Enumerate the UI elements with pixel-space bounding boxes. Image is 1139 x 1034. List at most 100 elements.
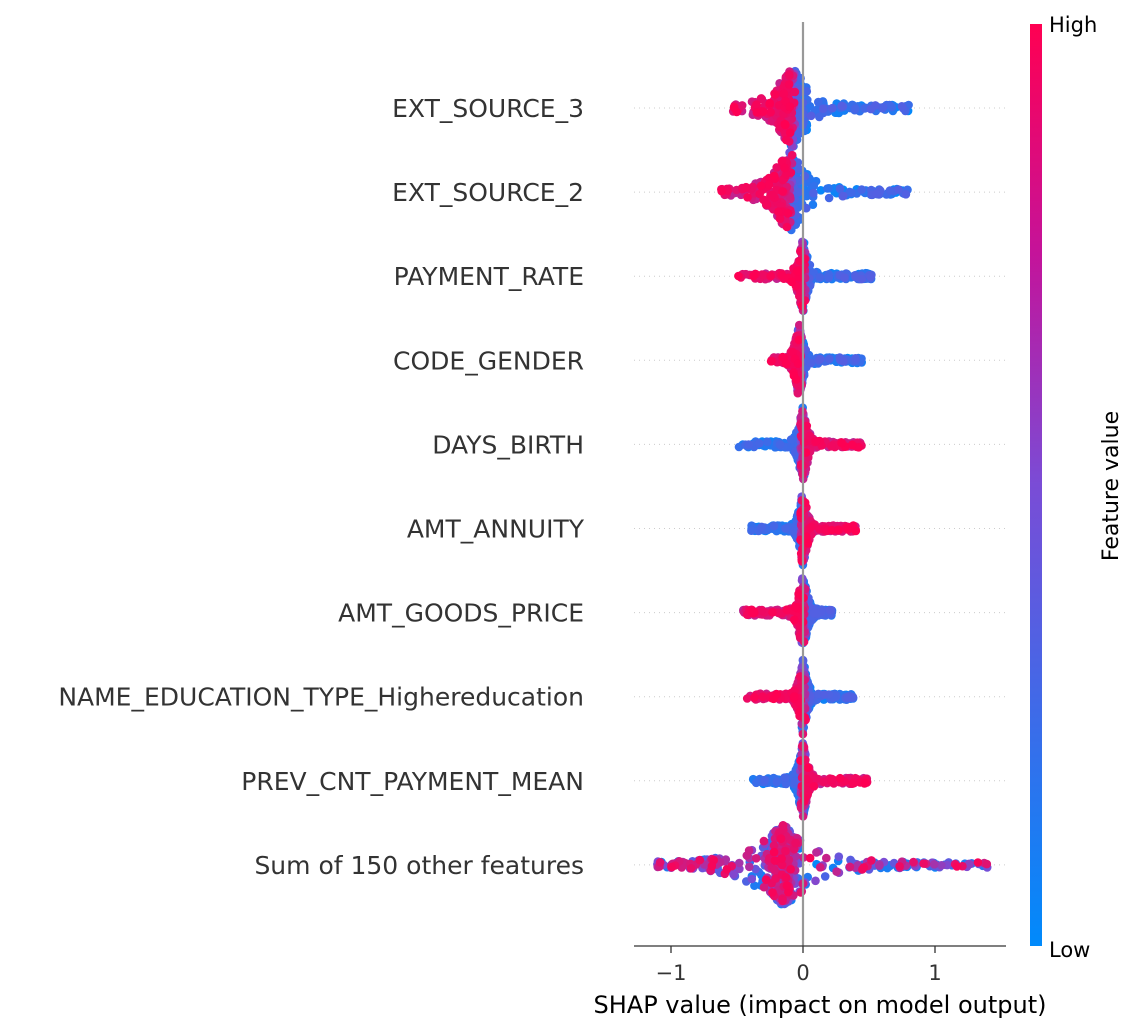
shap-point [769, 171, 779, 181]
shap-point [766, 357, 776, 366]
shap-point [930, 860, 939, 869]
shap-point [824, 193, 834, 203]
shap-point [775, 214, 785, 223]
shap-point [814, 97, 823, 107]
shap-point [686, 864, 696, 873]
shap-point [782, 605, 791, 614]
shap-point [763, 437, 772, 447]
shap-point [750, 693, 759, 702]
shap-point [790, 87, 800, 97]
shap-point [834, 852, 844, 861]
shap-point [695, 855, 705, 865]
feature-label: NAME_EDUCATION_TYPE_Highereducation [58, 683, 584, 712]
shap-point [795, 320, 804, 330]
shap-point [846, 188, 856, 197]
shap-point [859, 863, 869, 872]
feature-label: PAYMENT_RATE [394, 262, 584, 291]
shap-point [781, 873, 791, 882]
shap-point [751, 854, 761, 863]
shap-point [784, 80, 794, 89]
shap-point [764, 180, 774, 189]
shap-point [777, 854, 786, 863]
shap-point [897, 102, 907, 111]
shap-point [797, 461, 806, 470]
shap-point [805, 853, 815, 863]
shap-point [792, 266, 802, 276]
shap-point [744, 846, 754, 855]
shap-point [885, 186, 895, 195]
shap-point [839, 357, 848, 366]
shap-point [785, 102, 795, 111]
shap-point [877, 103, 887, 113]
shap-point [846, 855, 855, 865]
shap-point [791, 838, 800, 848]
shap-point [770, 856, 780, 865]
shap-point [782, 881, 792, 890]
x-tick-label: −1 [656, 961, 687, 985]
shap-point [757, 606, 767, 615]
shap-point [771, 874, 780, 883]
shap-point [806, 111, 816, 121]
shap-point [772, 163, 781, 172]
shap-point [794, 164, 804, 174]
x-tick-label: 1 [928, 961, 941, 985]
colorbar-title: Feature value [1099, 411, 1124, 561]
shap-point [860, 778, 870, 788]
shap-point [786, 865, 795, 874]
shap-point [781, 359, 791, 369]
shap-point [759, 836, 769, 846]
shap-point [894, 185, 903, 194]
shap-point [909, 857, 918, 867]
shap-point [655, 858, 665, 867]
shap-point [802, 189, 811, 198]
feature-label: EXT_SOURCE_2 [392, 178, 584, 207]
shap-point [767, 190, 777, 200]
shap-point [667, 862, 676, 872]
shap-point [851, 354, 860, 363]
shap-point [772, 689, 781, 699]
shap-point [768, 888, 777, 897]
shap-point [781, 120, 790, 130]
shap-point [848, 779, 857, 788]
shap-point [796, 549, 806, 558]
shap-point [774, 207, 783, 217]
shap-point [766, 271, 775, 281]
shap-point [825, 605, 835, 615]
shap-point [707, 861, 717, 871]
shap-point [802, 203, 811, 213]
shap-point [744, 440, 753, 449]
shap-point [857, 274, 866, 284]
shap-point [780, 163, 789, 173]
shap-point [776, 834, 786, 843]
shap-point [812, 848, 821, 857]
shap-point [827, 103, 837, 113]
shap-point [827, 442, 836, 451]
shap-point [758, 692, 767, 701]
shap-point [835, 184, 845, 193]
shap-point [819, 777, 828, 787]
shap-point [860, 104, 869, 113]
feature-label: AMT_ANNUITY [407, 515, 585, 544]
shap-point [781, 846, 790, 856]
shap-point [783, 209, 793, 218]
shap-point [784, 887, 793, 897]
shap-point [818, 104, 828, 113]
shap-point [843, 692, 853, 702]
shap-point [794, 335, 804, 345]
shap-point [768, 608, 777, 617]
shap-point [811, 436, 821, 446]
feature-label: DAYS_BIRTH [432, 430, 584, 459]
shap-point [782, 222, 792, 232]
shap-point [735, 858, 744, 868]
shap-point [747, 526, 756, 535]
shap-point [756, 94, 766, 103]
shap-point [895, 862, 904, 871]
shap-point [789, 692, 799, 701]
shap-point [785, 71, 794, 80]
shap-point [778, 821, 788, 830]
shap-point [806, 522, 816, 532]
shap-point [866, 272, 876, 282]
shap-point [811, 876, 820, 886]
shap-point [835, 773, 845, 783]
